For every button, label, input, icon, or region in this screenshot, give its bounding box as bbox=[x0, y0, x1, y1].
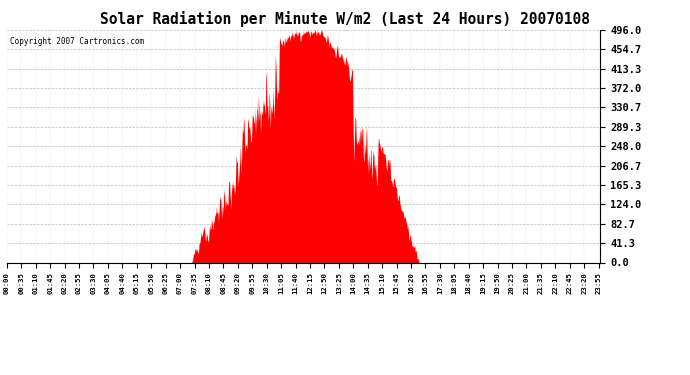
Text: Copyright 2007 Cartronics.com: Copyright 2007 Cartronics.com bbox=[10, 37, 144, 46]
Text: Solar Radiation per Minute W/m2 (Last 24 Hours) 20070108: Solar Radiation per Minute W/m2 (Last 24… bbox=[100, 11, 590, 27]
